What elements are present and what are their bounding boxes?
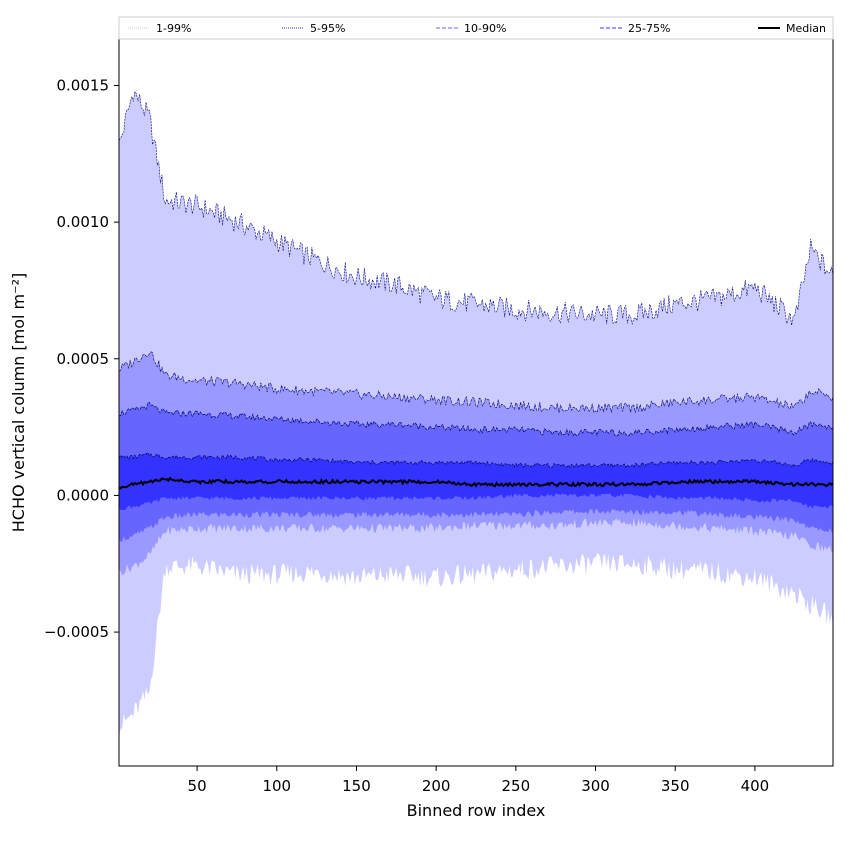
y-tick-label: −0.0005 (44, 623, 109, 641)
x-axis-ticks: 50 100 150 200 250 300 350 400 (188, 766, 770, 795)
legend-label-1-99%: 1-99% (156, 22, 191, 35)
median-line (118, 476, 834, 490)
legend-label-5-95%: 5-95% (310, 22, 345, 35)
band-5-95%-upper-edge (118, 351, 834, 414)
y-tick-label: 0.0005 (57, 350, 110, 368)
y-tick-label: 0.0010 (57, 213, 110, 231)
legend: 1-99% 5-95% 10-90% 25-75% Median (118, 16, 834, 40)
legend-box (118, 16, 834, 40)
x-tick-label: 400 (741, 777, 770, 795)
percentile-bands (119, 91, 833, 738)
legend-label-25-75%: 25-75% (628, 22, 670, 35)
y-axis-ticks: −0.0005 0.0000 0.0005 0.0010 0.0015 (44, 76, 119, 641)
legend-label-10-90%: 10-90% (464, 22, 506, 35)
legend-label-Median: Median (786, 22, 826, 35)
band-1-99%-upper-edge (118, 90, 834, 326)
x-tick-label: 100 (262, 777, 291, 795)
x-tick-label: 350 (661, 777, 690, 795)
x-tick-label: 250 (502, 777, 531, 795)
y-tick-label: 0.0015 (57, 76, 110, 94)
band-10-90%-upper-edge (119, 401, 834, 437)
median-line-group (118, 476, 834, 490)
x-tick-label: 300 (581, 777, 610, 795)
x-tick-label: 50 (188, 777, 207, 795)
x-tick-label: 150 (342, 777, 371, 795)
y-axis-label: HCHO vertical column [mol m⁻²] (9, 273, 28, 532)
y-tick-label: 0.0000 (57, 486, 110, 504)
x-tick-label: 200 (422, 777, 451, 795)
band-edge-lines (118, 90, 834, 469)
band-25-75%-area (119, 452, 833, 511)
x-axis-label: Binned row index (407, 801, 546, 820)
band-25-75%-upper-edge (118, 452, 834, 469)
